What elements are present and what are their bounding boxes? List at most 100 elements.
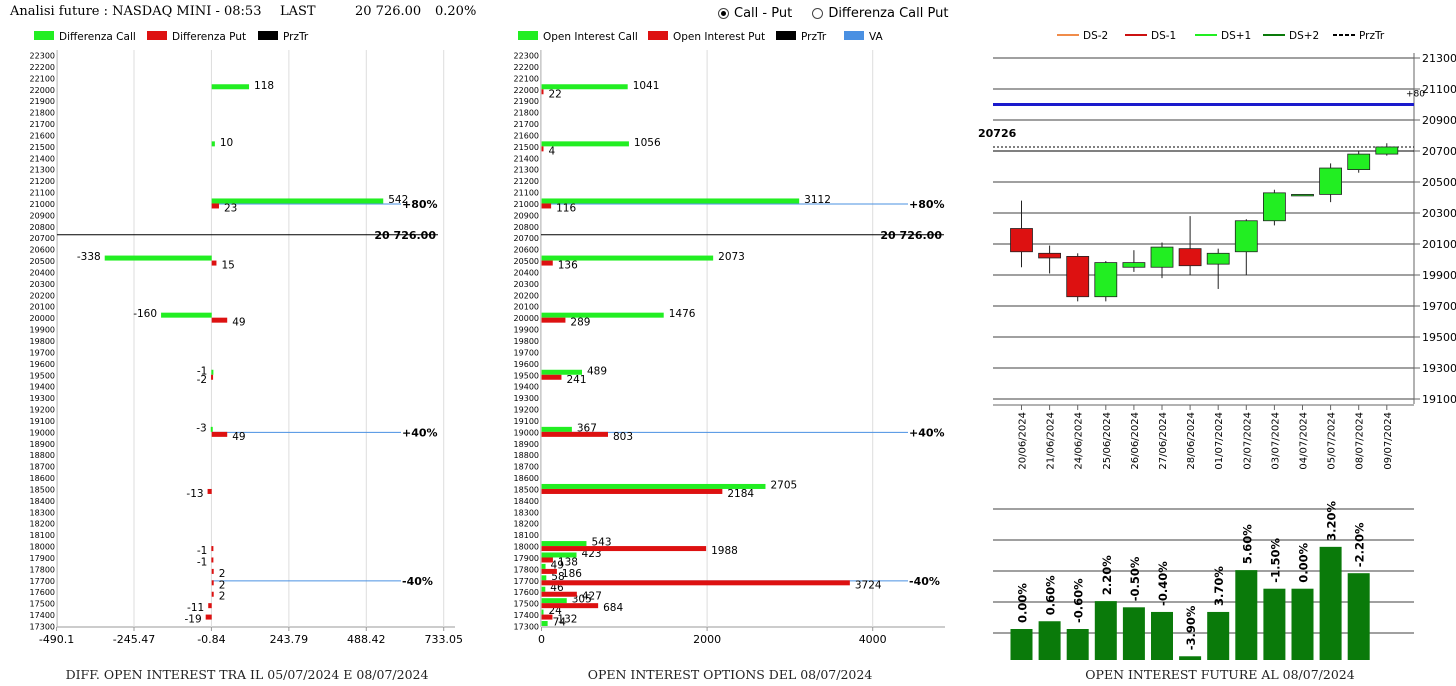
call-bar <box>541 575 547 581</box>
candle-date-label: 24/06/2024 <box>1074 412 1085 470</box>
strike-tick-label: 21700 <box>514 120 539 129</box>
legend-swatch-2 <box>258 31 278 40</box>
strike-tick-label: 21900 <box>30 97 55 106</box>
strike-tick-label: 21600 <box>30 131 55 140</box>
strike-tick-label: 20500 <box>30 257 55 266</box>
put-bar <box>211 431 228 437</box>
last-value: 20 726.00 <box>355 4 422 19</box>
x-tick-label: 0 <box>538 633 545 646</box>
radio-selected-icon[interactable] <box>718 8 729 19</box>
put-bar <box>541 557 553 563</box>
put-bar-label: 49 <box>232 317 245 329</box>
put-bar-label: 49 <box>232 431 245 443</box>
candle-body <box>1094 262 1118 298</box>
strike-tick-label: 17900 <box>514 554 539 563</box>
radio-differenza-label: Differenza Call Put <box>828 6 949 21</box>
mode-radio-group: Call - Put Differenza Call Put <box>718 6 964 23</box>
va-marker-label: -40% <box>402 575 433 588</box>
put-bar-label: 2 <box>219 568 226 580</box>
put-bar <box>211 580 214 586</box>
put-bar <box>205 614 212 620</box>
x-tick-label: -0.84 <box>197 633 225 646</box>
candle-date-label: 05/07/2024 <box>1327 412 1338 470</box>
call-bar <box>541 552 577 558</box>
strike-tick-label: 18500 <box>30 485 55 494</box>
strike-tick-label: 21900 <box>514 97 539 106</box>
candle-body <box>1010 228 1033 253</box>
oi-future-bar <box>1066 629 1089 660</box>
ds-legend-label-1: DS-1 <box>1151 30 1176 42</box>
oi-future-bar <box>1038 621 1061 660</box>
call-bar-label: 118 <box>254 80 274 92</box>
candle-date-label: 08/07/2024 <box>1355 412 1366 470</box>
price-line-label: 20 726.00 <box>374 229 436 242</box>
chart-title: OPEN INTEREST OPTIONS DEL 08/07/2024 <box>588 667 873 682</box>
radio-call-put-label: Call - Put <box>734 6 793 21</box>
radio-differenza[interactable]: Differenza Call Put <box>812 6 948 21</box>
call-bar <box>541 141 629 147</box>
put-bar-label: 186 <box>562 568 582 580</box>
put-bar <box>541 317 566 323</box>
candle-date-label: 20/06/2024 <box>1018 412 1029 470</box>
strike-tick-label: 18500 <box>514 485 539 494</box>
call-bar-label: -338 <box>77 251 101 263</box>
put-bar <box>541 546 707 552</box>
put-bar-label: 116 <box>556 202 576 214</box>
strike-tick-label: 18400 <box>30 497 55 506</box>
oi-future-bar <box>1235 570 1258 660</box>
strike-tick-label: 18400 <box>514 497 539 506</box>
call-bar <box>541 541 587 547</box>
put-bar-label: 684 <box>603 602 623 614</box>
put-bar <box>211 260 217 266</box>
call-bar <box>211 84 250 90</box>
call-bar-label: -3 <box>196 422 206 434</box>
oi-future-bar-label: -3.90% <box>1184 605 1198 650</box>
put-bar <box>211 591 214 597</box>
oi-future-bar <box>1122 607 1145 660</box>
oi-future-bar <box>1179 656 1202 660</box>
title: Analisi future : NASDAQ MINI - 08:53 <box>10 4 262 19</box>
legend-swatch-3 <box>844 31 864 40</box>
radio-unselected-icon[interactable] <box>812 8 824 19</box>
legend-label-1: Differenza Put <box>172 31 246 43</box>
strike-tick-label: 18600 <box>30 474 55 483</box>
candle-body <box>1206 252 1230 265</box>
oi-future-bar-label: 5.60% <box>1240 524 1254 564</box>
put-bar <box>541 203 552 209</box>
strike-tick-label: 21800 <box>514 109 539 118</box>
strike-tick-label: 20300 <box>30 280 55 289</box>
call-bar-label: 74 <box>553 617 567 629</box>
radio-call-put[interactable]: Call - Put <box>718 6 792 21</box>
strike-tick-label: 18700 <box>30 463 55 472</box>
strike-tick-label: 17400 <box>30 611 55 620</box>
candle-body <box>1038 252 1061 259</box>
strike-tick-label: 19600 <box>514 360 539 369</box>
strike-tick-label: 18900 <box>514 440 539 449</box>
put-bar <box>211 568 214 574</box>
legend-swatch-0 <box>34 31 54 40</box>
strike-tick-label: 20100 <box>514 303 539 312</box>
change-value: 0.20% <box>435 4 477 19</box>
call-bar <box>161 312 212 318</box>
call-bar <box>541 621 548 626</box>
call-bar <box>104 255 212 261</box>
legend-label-0: Differenza Call <box>59 31 136 43</box>
strike-tick-label: 21400 <box>514 154 539 163</box>
strike-tick-label: 20700 <box>514 234 539 243</box>
call-bar-label: 489 <box>587 365 607 377</box>
strike-tick-label: 19600 <box>30 360 55 369</box>
strike-tick-label: 18900 <box>30 440 55 449</box>
ds-legend-label-0: DS-2 <box>1083 30 1108 42</box>
va-marker-label: -40% <box>909 575 940 588</box>
candle-y-tick-label: 21300 <box>1422 52 1456 65</box>
put-bar-label: 803 <box>613 431 633 443</box>
call-bar <box>541 255 714 261</box>
strike-tick-label: 17800 <box>514 565 539 574</box>
put-bar-label: -2 <box>197 374 207 386</box>
candle-date-label: 03/07/2024 <box>1270 412 1281 470</box>
candle-body <box>1122 262 1146 268</box>
strike-tick-label: 17300 <box>514 623 539 632</box>
call-bar <box>541 598 567 604</box>
candle-date-label: 28/06/2024 <box>1186 412 1197 470</box>
put-bar <box>541 260 553 266</box>
